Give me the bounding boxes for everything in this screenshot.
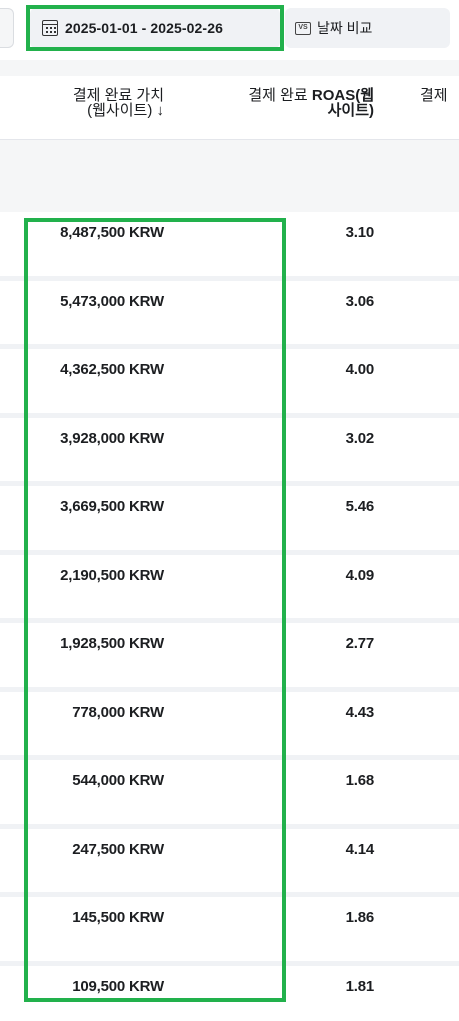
- column-header-roas-line2: 사이트): [327, 102, 374, 119]
- compare-dates-button[interactable]: VS 날짜 비교: [285, 8, 450, 48]
- roas-cell: 1.68: [345, 772, 375, 789]
- date-range-label: 2025-01-01 - 2025-02-26: [65, 20, 223, 36]
- purchase-value-cell: 544,000 KRW: [72, 772, 164, 789]
- roas-cell: 4.43: [345, 703, 375, 721]
- vs-icon: VS: [295, 21, 311, 35]
- roas-cell: 3.10: [345, 224, 375, 241]
- table-header: 결제 완료 가치 (웹사이트) ↓ 결제 완료 ROAS(웹 사이트) 결제: [0, 76, 459, 140]
- purchase-value-cell: 5,473,000 KRW: [60, 292, 164, 310]
- previous-control-edge[interactable]: [0, 8, 14, 48]
- column-header-purchase-value[interactable]: 결제 완료 가치 (웹사이트) ↓: [20, 88, 164, 118]
- purchase-value-cell: 1,928,500 KRW: [60, 635, 164, 652]
- table-row[interactable]: 5,473,000 KRW 3.06: [0, 280, 459, 349]
- roas-cell: 4.09: [345, 566, 375, 584]
- table-row[interactable]: 109,500 KRW 1.81: [0, 965, 459, 1021]
- column-header-purchase-value-line1: 결제 완료 가치: [72, 87, 164, 104]
- roas-cell: 1.86: [345, 909, 375, 926]
- purchase-value-cell: 3,928,000 KRW: [60, 429, 164, 447]
- purchase-value-cell: 145,500 KRW: [72, 909, 164, 926]
- table-row[interactable]: 3,669,500 KRW 5.46: [0, 486, 459, 555]
- purchase-value-cell: 2,190,500 KRW: [60, 566, 164, 584]
- roas-cell: 1.81: [345, 977, 375, 995]
- purchase-value-cell: 4,362,500 KRW: [60, 361, 164, 378]
- column-header-roas-line1: ROAS(웹: [311, 87, 374, 104]
- date-range-button[interactable]: 2025-01-01 - 2025-02-26: [30, 8, 280, 48]
- roas-cell: 5.46: [345, 498, 375, 515]
- purchase-value-cell: 247,500 KRW: [72, 840, 164, 858]
- table-body: 8,487,500 KRW 3.10 5,473,000 KRW 3.06 4,362,…: [0, 212, 459, 1021]
- table-row[interactable]: 544,000 KRW 1.68: [0, 760, 459, 829]
- roas-cell: 4.14: [345, 840, 375, 858]
- purchase-value-cell: 778,000 KRW: [72, 703, 164, 721]
- column-header-roas-prefix: 결제 완료: [248, 87, 312, 104]
- roas-cell: 3.06: [345, 292, 375, 310]
- table-row[interactable]: 247,500 KRW 4.14: [0, 828, 459, 897]
- compare-dates-label: 날짜 비교: [317, 20, 373, 36]
- roas-cell: 4.00: [345, 361, 375, 378]
- header-band: [0, 60, 459, 76]
- purchase-value-cell: 109,500 KRW: [72, 977, 164, 995]
- table-row[interactable]: 4,362,500 KRW 4.00: [0, 349, 459, 418]
- sort-desc-icon: ↓: [156, 102, 165, 119]
- purchase-value-cell: 3,669,500 KRW: [60, 498, 164, 515]
- purchase-value-cell: 8,487,500 KRW: [60, 224, 164, 241]
- column-header-purchase-value-line2: (웹사이트): [87, 102, 153, 119]
- table-row[interactable]: 778,000 KRW 4.43: [0, 691, 459, 760]
- toolbar: 2025-01-01 - 2025-02-26 VS 날짜 비교: [0, 0, 459, 60]
- column-header-partial[interactable]: 결제: [420, 88, 448, 103]
- summary-row: [0, 140, 459, 212]
- table-row[interactable]: 3,928,000 KRW 3.02: [0, 417, 459, 486]
- table-row[interactable]: 1,928,500 KRW 2.77: [0, 623, 459, 692]
- column-header-roas[interactable]: 결제 완료 ROAS(웹 사이트): [200, 88, 374, 118]
- roas-cell: 3.02: [345, 429, 375, 447]
- table-row[interactable]: 2,190,500 KRW 4.09: [0, 554, 459, 623]
- table-row[interactable]: 8,487,500 KRW 3.10: [0, 212, 459, 281]
- calendar-icon: [42, 20, 58, 36]
- roas-cell: 2.77: [345, 635, 375, 652]
- table-row[interactable]: 145,500 KRW 1.86: [0, 897, 459, 966]
